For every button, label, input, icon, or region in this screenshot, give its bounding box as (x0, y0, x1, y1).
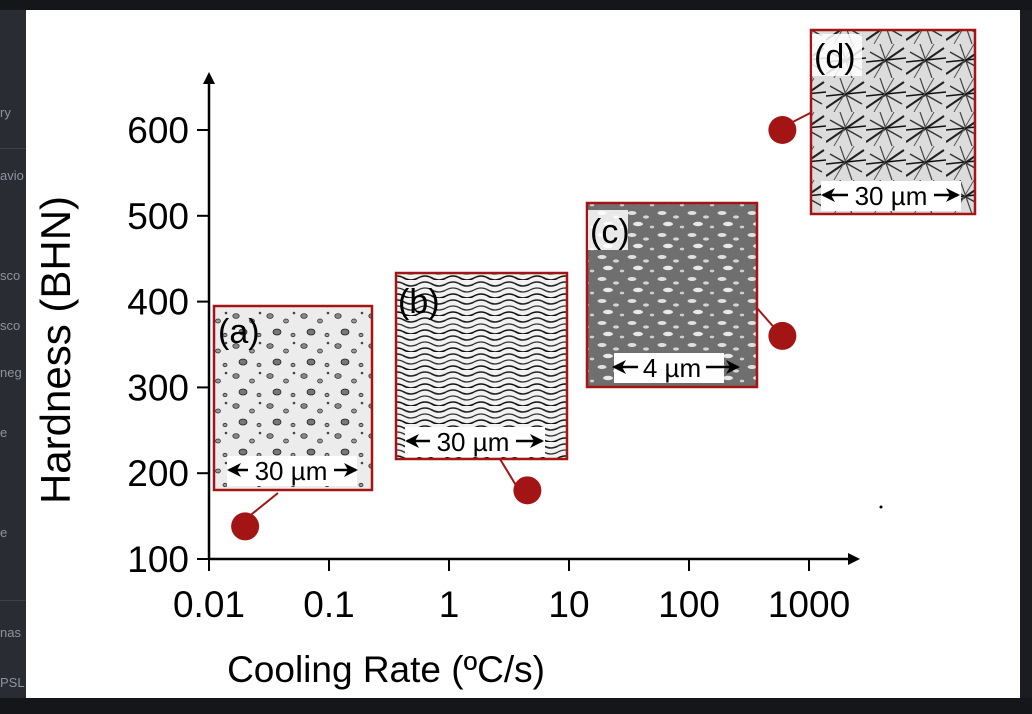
x-ticks: 0.01 0.1 1 10 100 1000 (173, 559, 850, 625)
x-tick-label: 100 (658, 584, 720, 625)
window-top-edge (0, 0, 1032, 10)
data-point-0 (231, 512, 260, 541)
x-tick-label: 0.01 (173, 584, 245, 625)
y-tick-label: 200 (127, 453, 189, 494)
y-tick-label: 400 (127, 282, 189, 323)
y-axis-label: Hardness (BHN) (32, 196, 79, 504)
data-points (231, 116, 797, 541)
x-tick-label: 0.1 (303, 584, 354, 625)
background-sidebar: ry avio sco sco neg e e nas PSL (0, 10, 26, 700)
x-tick-label: 1000 (768, 584, 850, 625)
inset-a: (a) 30 µm (212, 304, 374, 492)
x-tick-label: 1 (439, 584, 460, 625)
y-tick-label: 500 (127, 196, 189, 237)
hardness-chart: 0.01 0.1 1 10 100 1000 100 200 300 400 500 600 Coo… (32, 28, 977, 690)
y-ticks: 100 200 300 400 500 600 (127, 110, 209, 580)
y-tick-label: 300 (127, 367, 189, 408)
inset-d-scale-text: 30 µm (855, 181, 928, 211)
sidebar-fragment: neg (0, 365, 22, 380)
window-bottom-edge (0, 698, 1032, 714)
inset-b-scale-text: 30 µm (437, 427, 510, 457)
data-point-3 (768, 116, 797, 144)
sidebar-fragment: PSL (0, 675, 25, 690)
data-point-1 (513, 476, 542, 505)
y-tick-label: 100 (127, 539, 189, 580)
stray-dot (879, 505, 883, 509)
inset-b: (b) 30 µm (394, 271, 569, 461)
sidebar-fragment: sco (0, 318, 21, 333)
inset-d: (d) 30 µm (809, 28, 977, 216)
sidebar-fragment: sco (0, 268, 21, 283)
sidebar-fragment: avio (0, 168, 24, 183)
data-point-2 (768, 321, 797, 350)
sidebar-fragment: e (0, 425, 8, 440)
inset-a-label: (a) (218, 313, 260, 351)
inset-a-scale-text: 30 µm (255, 456, 328, 486)
x-tick-label: 10 (548, 584, 589, 625)
sidebar-fragment: nas (0, 625, 21, 640)
inset-c-label: (c) (590, 213, 630, 251)
inset-c: (c) 4 µm (585, 201, 759, 389)
x-axis-label: Cooling Rate (ºC/s) (227, 649, 545, 690)
sidebar-fragment: ry (0, 105, 11, 120)
figure-canvas: 0.01 0.1 1 10 100 1000 100 200 300 400 500 600 Coo… (26, 10, 1020, 698)
inset-d-label: (d) (814, 38, 856, 76)
sidebar-fragment: e (0, 525, 8, 540)
connector-b (499, 458, 518, 488)
y-tick-label: 600 (127, 110, 189, 151)
inset-b-label: (b) (398, 283, 440, 321)
inset-c-scale-text: 4 µm (643, 353, 701, 383)
